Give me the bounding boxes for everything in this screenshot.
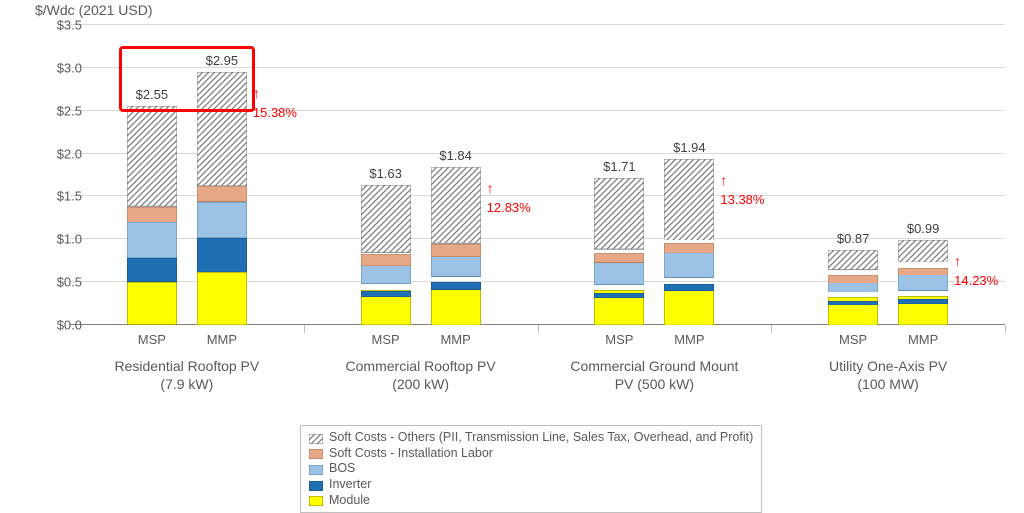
bar-segment-inverter — [361, 284, 411, 290]
bar-group: $2.55MSP$2.95MMP↑15.38% — [70, 25, 304, 325]
category-label: Utility One-Axis PV (100 MW) — [771, 357, 1005, 393]
category-label: Commercial Rooftop PV (200 kW) — [304, 357, 538, 393]
increase-arrow-icon: ↑ — [954, 254, 961, 268]
bar-sub-label: MSP — [361, 332, 411, 347]
bar-segment-soft_install — [197, 186, 247, 201]
plot-area: $2.55MSP$2.95MMP↑15.38%$1.63MSP$1.84MMP↑… — [70, 25, 1005, 325]
legend: Soft Costs - Others (PII, Transmission L… — [300, 425, 762, 513]
bar-sub-label: MMP — [898, 332, 948, 347]
bar-segment-bos — [361, 265, 411, 284]
bar-segment-inverter — [594, 285, 644, 290]
x-separator — [1005, 325, 1006, 333]
bar-segment-soft_other — [828, 250, 878, 270]
bar-segment-soft_install — [431, 244, 481, 257]
legend-swatch — [309, 480, 323, 490]
y-tick-label: $3.0 — [38, 60, 82, 75]
category-label: Residential Rooftop PV (7.9 kW) — [70, 357, 304, 393]
bar-total-label: $1.94 — [659, 140, 719, 155]
x-separator — [304, 325, 305, 333]
bar-segment-module — [197, 272, 247, 325]
bar-segment-soft_install — [127, 207, 177, 222]
bar-total-label: $0.87 — [823, 231, 883, 246]
increase-arrow-icon: ↑ — [720, 173, 727, 187]
y-tick-label: $3.5 — [38, 18, 82, 33]
y-tick-label: $0.5 — [38, 275, 82, 290]
percent-increase-label: 15.38% — [253, 105, 297, 120]
legend-swatch — [309, 448, 323, 458]
bar-segment-soft_other — [127, 106, 177, 206]
bar-segment-soft_other — [898, 240, 948, 262]
category-label: Commercial Ground Mount PV (500 kW) — [538, 357, 772, 393]
bar-segment-inverter — [664, 278, 714, 285]
bar-sub-label: MSP — [127, 332, 177, 347]
legend-item: Module — [309, 493, 753, 509]
x-separator — [538, 325, 539, 333]
bar-sub-label: MSP — [828, 332, 878, 347]
bar-group: $1.63MSP$1.84MMP↑12.83% — [304, 25, 538, 325]
bar-segment-soft_install — [361, 253, 411, 265]
legend-swatch — [309, 433, 323, 443]
bar-groups: $2.55MSP$2.95MMP↑15.38%$1.63MSP$1.84MMP↑… — [70, 25, 1005, 325]
bar-segment-soft_install — [664, 240, 714, 250]
bar-segment-soft_other — [361, 185, 411, 253]
legend-label: Inverter — [329, 477, 371, 493]
legend-item: Inverter — [309, 477, 753, 493]
legend-label: Soft Costs - Installation Labor — [329, 446, 493, 462]
bar-sub-label: MMP — [197, 332, 247, 347]
bar-total-label: $1.84 — [426, 148, 486, 163]
percent-increase-label: 14.23% — [954, 273, 998, 288]
x-separator — [771, 325, 772, 333]
bar-total-label: $1.71 — [589, 159, 649, 174]
highlight-box — [119, 46, 255, 112]
legend-label: BOS — [329, 461, 355, 477]
bar-segment-module — [127, 282, 177, 325]
y-tick-label: $2.5 — [38, 103, 82, 118]
y-tick-label: $1.5 — [38, 189, 82, 204]
bar-segment-bos — [197, 202, 247, 238]
bar-segment-inverter — [431, 277, 481, 285]
legend-item: Soft Costs - Installation Labor — [309, 446, 753, 462]
y-tick-label: $1.0 — [38, 232, 82, 247]
bar-segment-inverter — [828, 292, 878, 296]
bar-segment-bos — [431, 256, 481, 277]
legend-item: BOS — [309, 461, 753, 477]
y-axis-title: $/Wdc (2021 USD) — [35, 2, 152, 18]
bar-segment-bos — [127, 222, 177, 258]
y-tick-label: $2.0 — [38, 146, 82, 161]
bar-segment-soft_other — [594, 178, 644, 249]
bar-group: $0.87MSP$0.99MMP↑14.23% — [771, 25, 1005, 325]
bar-segment-soft_install — [594, 250, 644, 259]
bar-sub-label: MMP — [664, 332, 714, 347]
legend-swatch — [309, 495, 323, 505]
pv-cost-stacked-bar-chart: $/Wdc (2021 USD) $2.55MSP$2.95MMP↑15.38%… — [0, 0, 1024, 511]
bar-group: $1.71MSP$1.94MMP↑13.38% — [538, 25, 772, 325]
bar-segment-module — [431, 285, 481, 325]
bar-segment-soft_install — [828, 270, 878, 279]
bar-total-label: $1.63 — [356, 166, 416, 181]
percent-increase-label: 12.83% — [487, 200, 531, 215]
bar-segment-soft_other — [431, 167, 481, 243]
bar-segment-soft_install — [898, 262, 948, 270]
bar-segment-bos — [664, 250, 714, 277]
legend-label: Module — [329, 493, 370, 509]
legend-item: Soft Costs - Others (PII, Transmission L… — [309, 430, 753, 446]
legend-swatch — [309, 464, 323, 474]
increase-arrow-icon: ↑ — [487, 181, 494, 195]
bar-segment-inverter — [898, 291, 948, 296]
bar-sub-label: MSP — [594, 332, 644, 347]
percent-increase-label: 13.38% — [720, 192, 764, 207]
y-tick-label: $0.0 — [38, 318, 82, 333]
legend-label: Soft Costs - Others (PII, Transmission L… — [329, 430, 753, 446]
bar-sub-label: MMP — [431, 332, 481, 347]
bar-segment-inverter — [127, 258, 177, 282]
bar-segment-bos — [594, 259, 644, 285]
bar-total-label: $0.99 — [893, 221, 953, 236]
bar-segment-soft_other — [664, 159, 714, 240]
bar-segment-inverter — [197, 238, 247, 272]
